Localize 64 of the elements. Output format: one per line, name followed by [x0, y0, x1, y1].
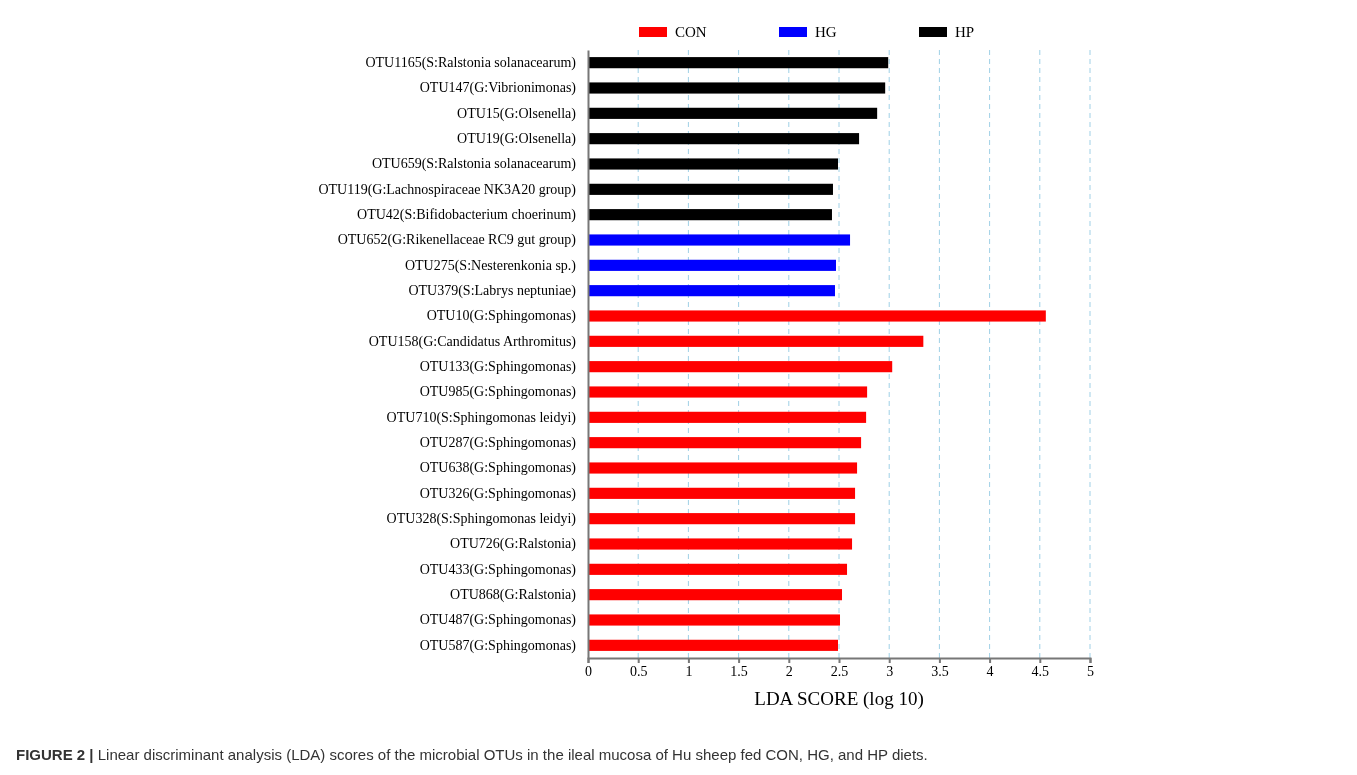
- y-tick-label: OTU587(G:Sphingomonas): [419, 637, 577, 654]
- bar: [588, 386, 868, 398]
- y-tick-label: OTU1165(S:Ralstonia solanacearum): [365, 55, 577, 72]
- y-tick-label: OTU868(G:Ralstonia): [450, 587, 577, 604]
- y-tick-label: OTU158(G:Candidatus Arthromitus): [368, 333, 577, 350]
- y-tick-label: OTU133(G:Sphingomonas): [419, 359, 577, 376]
- y-tick-label: OTU985(G:Sphingomonas): [419, 384, 577, 401]
- y-tick-label: OTU379(S:Labrys neptuniae): [408, 283, 577, 300]
- y-tick-label: OTU19(G:Olsenella): [457, 131, 577, 148]
- bar: [588, 310, 1046, 322]
- bar: [588, 361, 893, 373]
- legend-label: CON: [675, 24, 707, 40]
- bar: [588, 259, 836, 271]
- legend-label: HG: [815, 24, 837, 40]
- bar: [588, 158, 838, 170]
- x-tick-label: 2.5: [830, 663, 849, 679]
- bar: [588, 82, 886, 94]
- x-tick-label: 4.5: [1031, 663, 1050, 679]
- x-tick-label: 3: [886, 663, 894, 679]
- bar: [588, 589, 843, 601]
- x-tick-label: 2: [785, 663, 793, 679]
- y-tick-label: OTU287(G:Sphingomonas): [419, 435, 577, 452]
- y-tick-label: OTU638(G:Sphingomonas): [419, 460, 577, 477]
- y-tick-label: OTU10(G:Sphingomonas): [426, 308, 577, 325]
- x-axis-title: LDA SCORE (log 10): [754, 688, 924, 710]
- bar: [588, 437, 862, 449]
- bar: [588, 234, 851, 246]
- y-tick-label: OTU42(S:Bifidobacterium choerinum): [357, 207, 577, 224]
- y-tick-label: OTU326(G:Sphingomonas): [419, 485, 577, 502]
- bar: [588, 57, 889, 69]
- bar: [588, 513, 856, 525]
- x-tick-label: 1.5: [730, 663, 748, 679]
- bar: [588, 411, 867, 423]
- x-tick-label: 0.5: [629, 663, 648, 679]
- x-tick-label: 4: [986, 663, 994, 679]
- y-tick-label: OTU147(G:Vibrionimonas): [419, 80, 577, 97]
- y-tick-label: OTU659(S:Ralstonia solanacearum): [371, 156, 577, 173]
- y-tick-label: OTU433(G:Sphingomonas): [419, 561, 577, 578]
- y-tick-label: OTU275(S:Nesterenkonia sp.): [404, 257, 577, 274]
- bar: [588, 209, 832, 221]
- bar: [588, 563, 848, 575]
- caption: FIGURE 2 | Linear discriminant analysis (LDA) scores of the microbial OTUs in the ileal mucosa of Hu sheep fed CON, HG, and HP diets.: [16, 746, 928, 763]
- y-tick-label: OTU726(G:Ralstonia): [450, 536, 577, 553]
- bar: [588, 538, 853, 550]
- x-tick-label: 5: [1087, 663, 1094, 679]
- bar: [588, 614, 840, 626]
- bar: [588, 285, 835, 297]
- y-tick-label: OTU328(S:Sphingomonas leidyi): [386, 511, 577, 528]
- bar: [588, 183, 833, 195]
- bar: [588, 107, 878, 119]
- y-tick-label: OTU15(G:Olsenella): [457, 105, 577, 122]
- bar: [588, 487, 856, 499]
- y-tick-label: OTU652(G:Rikenellaceae RC9 gut group): [337, 232, 577, 249]
- x-tick-label: 0: [585, 663, 592, 679]
- bar: [588, 639, 838, 651]
- bar: [588, 133, 860, 145]
- y-tick-label: OTU487(G:Sphingomonas): [419, 612, 577, 629]
- y-tick-label: OTU710(S:Sphingomonas leidyi): [386, 409, 577, 426]
- bar: [588, 335, 924, 347]
- y-tick-label: OTU119(G:Lachnospiraceae NK3A20 group): [318, 181, 577, 198]
- legend-label: HP: [955, 24, 975, 40]
- x-tick-label: 3.5: [931, 663, 949, 679]
- x-tick-label: 1: [685, 663, 693, 679]
- bar: [588, 462, 858, 474]
